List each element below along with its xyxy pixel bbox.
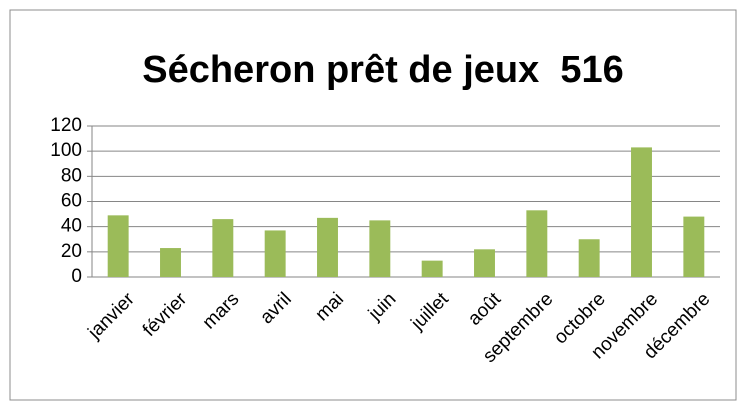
y-tick-label: 60 bbox=[61, 191, 82, 212]
y-tick-label: 40 bbox=[61, 216, 82, 237]
bar bbox=[212, 219, 234, 277]
bar bbox=[474, 249, 495, 277]
chart-title: Sécheron prêt de jeux 516 bbox=[142, 49, 624, 91]
y-tick-label: 0 bbox=[71, 266, 82, 287]
bar bbox=[421, 260, 443, 277]
bar bbox=[369, 220, 391, 277]
chart-border bbox=[9, 9, 737, 401]
y-tick-label: 20 bbox=[61, 241, 82, 262]
y-tick-label: 120 bbox=[50, 115, 82, 136]
bar bbox=[526, 210, 548, 277]
bar bbox=[683, 216, 705, 277]
bar bbox=[578, 239, 600, 277]
y-tick-label: 80 bbox=[61, 165, 82, 186]
bar bbox=[264, 230, 286, 277]
bar bbox=[107, 215, 129, 277]
bar bbox=[317, 217, 338, 277]
y-tick-label: 100 bbox=[50, 140, 82, 161]
bar bbox=[631, 147, 652, 277]
bar bbox=[160, 248, 181, 277]
